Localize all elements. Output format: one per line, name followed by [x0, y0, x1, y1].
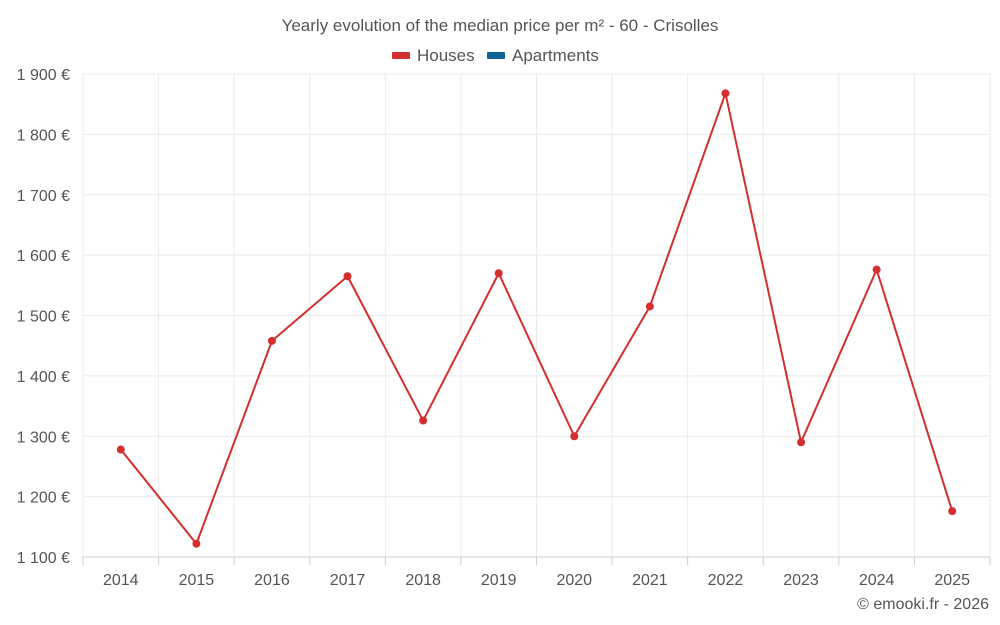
- legend-swatch-apartments: [487, 52, 505, 59]
- y-tick-label: 1 200 €: [17, 490, 70, 507]
- series-line-houses: [120, 92, 954, 545]
- data-point-houses-2023[interactable]: [797, 438, 806, 447]
- legend: Houses Apartments: [392, 46, 599, 65]
- x-tick-label: 2018: [405, 572, 441, 589]
- y-axis: 1 100 € 1 200 € 1 300 € 1 400 € 1 500 € 1 600…: [17, 67, 70, 567]
- y-tick-label: 1 600 €: [17, 248, 70, 265]
- legend-item-apartments[interactable]: Apartments: [487, 46, 599, 65]
- legend-label-houses: Houses: [417, 46, 475, 65]
- x-tick-label: 2017: [330, 572, 366, 589]
- y-tick-label: 1 800 €: [17, 127, 70, 144]
- x-tick-label: 2014: [103, 572, 139, 589]
- data-point-houses-2021[interactable]: [645, 302, 654, 311]
- x-tick-label: 2025: [934, 572, 970, 589]
- data-point-houses-2022[interactable]: [721, 89, 730, 98]
- grid: [82, 73, 991, 557]
- data-point-houses-2017[interactable]: [343, 272, 352, 281]
- x-tick-label: 2022: [708, 572, 744, 589]
- data-point-houses-2015[interactable]: [192, 539, 201, 548]
- credit: © emooki.fr - 2026: [857, 596, 989, 613]
- x-tick-label: 2023: [783, 572, 819, 589]
- legend-label-apartments: Apartments: [512, 46, 599, 65]
- y-tick-label: 1 100 €: [17, 550, 70, 567]
- x-tick-label: 2019: [481, 572, 517, 589]
- data-point-houses-2018[interactable]: [419, 416, 428, 425]
- x-tick-label: 2024: [859, 572, 895, 589]
- legend-swatch-houses: [392, 52, 410, 59]
- data-point-houses-2020[interactable]: [570, 432, 579, 441]
- data-point-houses-2025[interactable]: [948, 507, 957, 516]
- x-tick-label: 2016: [254, 572, 290, 589]
- y-tick-label: 1 400 €: [17, 369, 70, 386]
- series-points: [116, 89, 957, 548]
- y-tick-label: 1 300 €: [17, 429, 70, 446]
- data-point-houses-2016[interactable]: [267, 336, 276, 345]
- chart-title: Yearly evolution of the median price per…: [282, 16, 719, 35]
- x-tick-label: 2021: [632, 572, 668, 589]
- data-point-houses-2024[interactable]: [872, 265, 881, 274]
- y-tick-label: 1 500 €: [17, 309, 70, 326]
- x-tick-label: 2020: [556, 572, 592, 589]
- y-tick-label: 1 900 €: [17, 67, 70, 84]
- x-tick-label: 2015: [179, 572, 215, 589]
- x-axis: 2014 2015 2016 2017 2018 2019 2020 2021 2022 2023…: [82, 556, 991, 589]
- data-point-houses-2014[interactable]: [116, 445, 125, 454]
- legend-item-houses[interactable]: Houses: [392, 46, 475, 65]
- series-lines: [120, 92, 954, 545]
- data-point-houses-2019[interactable]: [494, 269, 503, 278]
- y-tick-label: 1 700 €: [17, 188, 70, 205]
